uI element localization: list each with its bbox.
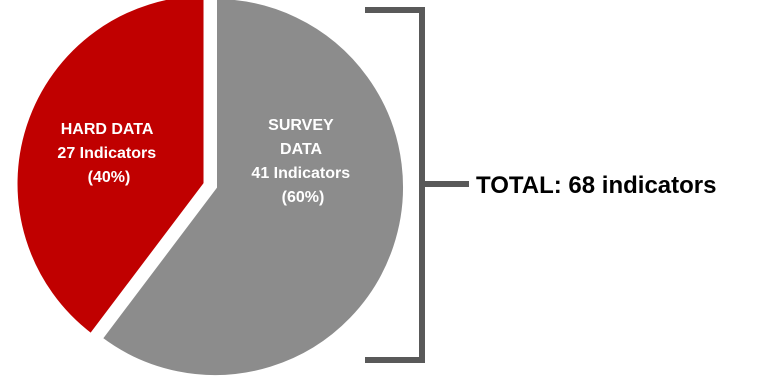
total-annotation: TOTAL: 68 indicators (476, 172, 716, 199)
survey-data-label-line-1: SURVEY (268, 117, 334, 134)
survey-data-label-line-3: 41 Indicators (251, 165, 350, 182)
survey-data-label-line-4: (60%) (282, 189, 325, 206)
hard-data-label-line-3: (40%) (88, 169, 131, 186)
slices-layer (13, 0, 407, 379)
bracket-layer: TOTAL: 68 indicators (365, 7, 716, 363)
total-bracket (365, 7, 469, 363)
survey-data-label: SURVEY DATA 41 Indicators (60%) (251, 117, 354, 206)
hard-data-label-line-1: HARD DATA (61, 121, 154, 138)
survey-data-slice (97, 0, 407, 379)
labels-layer: HARD DATA 27 Indicators (40%) SURVEY DAT… (57, 117, 354, 206)
hard-data-slice (13, 0, 208, 339)
hard-data-label: HARD DATA 27 Indicators (40%) (57, 121, 160, 186)
survey-data-label-line-2: DATA (280, 141, 323, 158)
hard-data-label-line-2: 27 Indicators (57, 145, 156, 162)
